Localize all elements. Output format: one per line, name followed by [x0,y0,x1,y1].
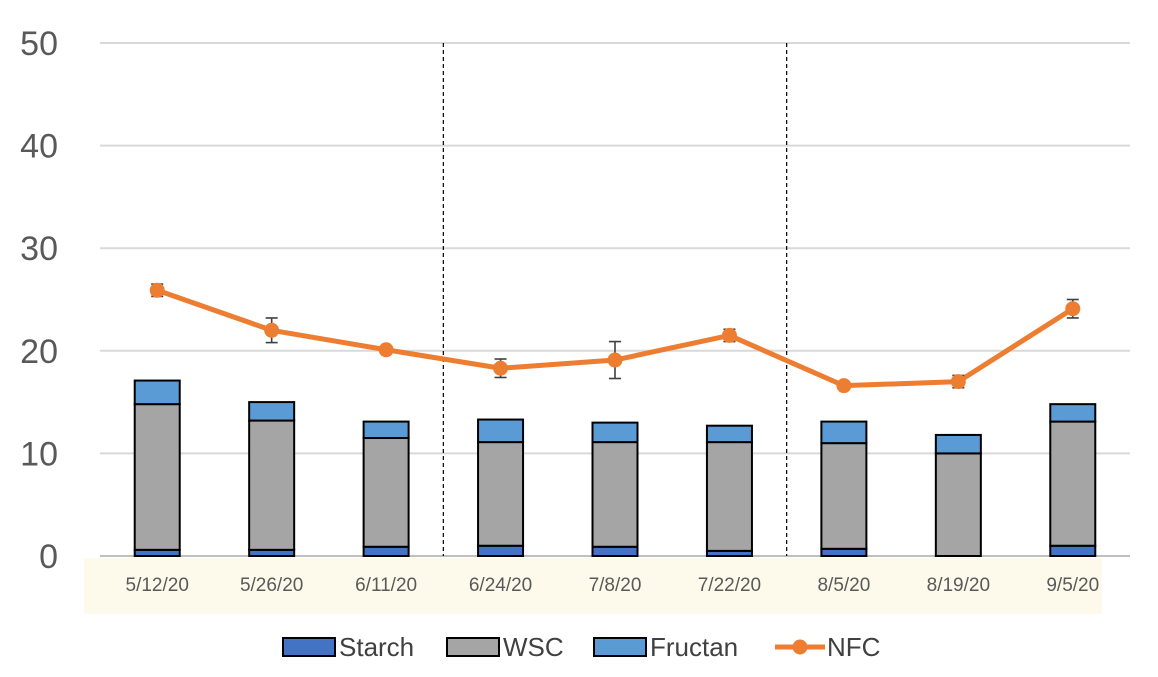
bar-fructan [362,420,410,440]
x-tick-label: 8/5/20 [817,575,870,596]
y-tick-label: 30 [20,230,58,268]
legend-swatch-starch [282,637,336,657]
nfc-point [836,378,852,394]
x-axis: 5/12/20 5/26/20 6/11/20 6/24/20 7/8/20 7/22/2… [126,575,1100,596]
x-axis-label-band [84,558,1102,614]
bar-fructan [591,421,639,444]
bar-starch [820,547,868,557]
bar-fructan [248,401,296,422]
legend-label-starch: Starch [339,632,414,662]
bars [133,379,1097,557]
y-tick-label: 20 [20,333,58,371]
nfc-point [493,360,509,376]
y-axis: 0 10 20 30 40 50 [20,25,58,576]
bar-fructan [477,418,525,444]
y-tick-label: 10 [20,435,58,473]
bar-wsc [477,441,525,547]
nfc-point [721,327,737,343]
bar-fructan [934,433,982,455]
nfc-point [950,374,966,390]
x-tick-label: 7/22/20 [698,575,761,596]
bar-starch [591,545,639,557]
legend-swatch-fructan [593,637,647,657]
period-separators [442,43,788,556]
bar-wsc [248,419,296,551]
nfc-point [378,342,394,358]
nfc-point [149,282,165,298]
legend-swatch-wsc [446,637,500,657]
bar-starch [477,544,525,557]
bar-starch [1049,544,1097,557]
x-tick-label: 6/24/20 [469,575,532,596]
y-tick-label: 50 [20,25,58,63]
nfc-point [264,322,280,338]
y-tick-label: 40 [20,128,58,166]
bar-wsc [1049,420,1097,547]
y-tick-label: 0 [39,538,58,576]
legend-label-nfc: NFC [827,632,880,662]
x-tick-label: 6/11/20 [355,575,417,596]
legend-label-wsc: WSC [503,632,564,662]
legend-marker-nfc [792,639,808,655]
bar-wsc [133,403,181,551]
bar-wsc [705,441,753,552]
x-tick-label: 5/12/20 [126,575,189,596]
nfc-line [149,282,1081,394]
legend-label-fructan: Fructan [650,632,738,662]
bar-fructan [1049,403,1097,423]
bar-wsc [362,437,410,548]
bar-fructan [133,379,181,406]
x-tick-label: 7/8/20 [589,575,642,596]
bar-starch [362,545,410,557]
nfc-point [1065,301,1081,317]
bar-wsc [591,441,639,548]
x-tick-label: 5/26/20 [240,575,303,596]
bar-fructan [820,420,868,445]
bar-wsc [820,442,868,550]
bar-wsc [934,452,982,557]
bar-fructan [705,424,753,444]
nfc-point [607,352,623,368]
x-tick-label: 9/5/20 [1046,575,1099,596]
x-tick-label: 8/19/20 [927,575,990,596]
legend: Starch WSC Fructan NFC [282,632,880,662]
